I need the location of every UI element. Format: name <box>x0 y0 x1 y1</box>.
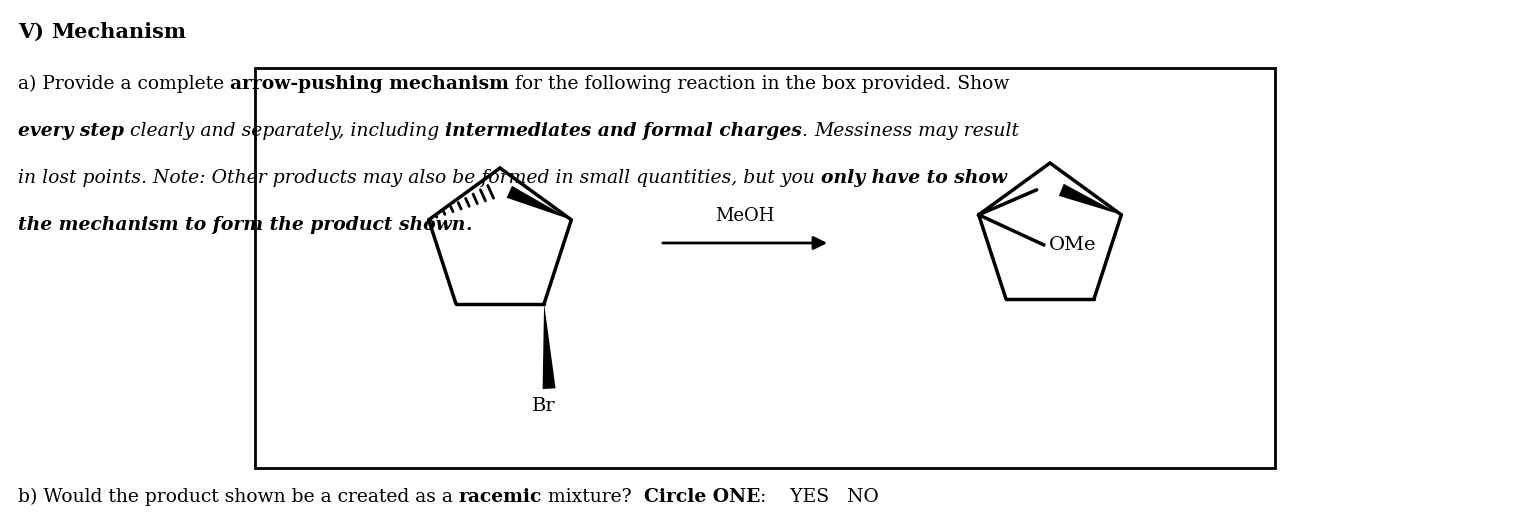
Text: for the following reaction in the box provided. Show: for the following reaction in the box pr… <box>509 75 1010 93</box>
Text: Mechanism: Mechanism <box>51 22 186 42</box>
Text: the mechanism to form the product shown: the mechanism to form the product shown <box>18 216 466 234</box>
Text: mixture?: mixture? <box>543 488 644 506</box>
Polygon shape <box>1059 184 1122 215</box>
Text: Circle ONE: Circle ONE <box>644 488 761 506</box>
Text: every step: every step <box>18 122 124 140</box>
Polygon shape <box>507 186 572 220</box>
Text: racemic: racemic <box>460 488 543 506</box>
Text: OMe: OMe <box>1048 236 1096 254</box>
Text: arrow-pushing mechanism: arrow-pushing mechanism <box>231 75 509 93</box>
Text: V): V) <box>18 22 51 42</box>
Text: V): V) <box>18 22 51 42</box>
Bar <box>255 68 1276 468</box>
Text: intermediates and formal charges: intermediates and formal charges <box>446 122 802 140</box>
Text: Br: Br <box>532 396 556 415</box>
Text: clearly and separately, including: clearly and separately, including <box>124 122 446 140</box>
Text: in lost points. Note: Other products may also be formed in small quantities, but: in lost points. Note: Other products may… <box>18 169 821 187</box>
Text: only have to show: only have to show <box>821 169 1007 187</box>
Polygon shape <box>543 304 555 389</box>
Text: Messiness may result: Messiness may result <box>815 122 1019 140</box>
Text: .: . <box>802 122 815 140</box>
Text: a) Provide a complete: a) Provide a complete <box>18 75 231 93</box>
Text: :    YES   NO: : YES NO <box>761 488 879 506</box>
Text: b) Would the product shown be a created as a: b) Would the product shown be a created … <box>18 488 460 506</box>
Text: .: . <box>466 216 472 234</box>
Text: MeOH: MeOH <box>715 207 775 225</box>
